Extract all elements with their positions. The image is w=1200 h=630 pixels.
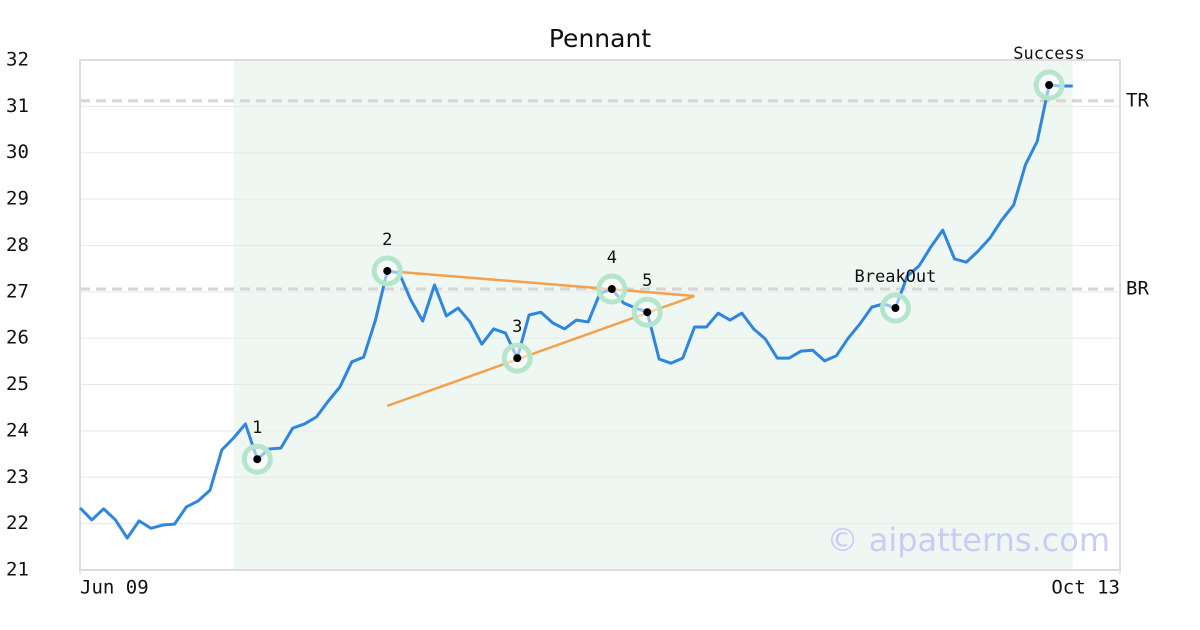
- plot-frame: [79, 59, 1121, 571]
- y-tick-label: 28: [6, 234, 29, 256]
- trendline: [387, 269, 695, 298]
- point-dot: [643, 308, 652, 317]
- point-label: BreakOut: [855, 267, 937, 287]
- chart-title: Pennant: [549, 24, 651, 53]
- level-label: BR: [1126, 278, 1149, 300]
- y-tick-label: 27: [6, 280, 29, 302]
- level-label: TR: [1126, 89, 1149, 111]
- point-dot: [891, 304, 900, 313]
- y-tick-label: 21: [6, 559, 29, 581]
- y-tick-label: 29: [6, 188, 29, 210]
- y-tick-label: 31: [6, 95, 29, 117]
- y-tick-label: 24: [6, 419, 29, 441]
- watermark: © aipatterns.com: [827, 521, 1110, 559]
- point-dot: [253, 455, 262, 464]
- point-label: 2: [382, 230, 392, 250]
- point-label: Success: [1013, 44, 1085, 64]
- point-label: 3: [512, 317, 522, 337]
- point-dot: [607, 285, 616, 294]
- y-tick-label: 23: [6, 466, 29, 488]
- point-label: 4: [607, 248, 617, 268]
- point-label: 1: [252, 418, 262, 438]
- point-dot: [1045, 81, 1054, 90]
- y-tick-label: 25: [6, 373, 29, 395]
- x-tick-label: Oct 13: [1051, 577, 1120, 599]
- y-tick-label: 30: [6, 141, 29, 163]
- point-dot: [383, 266, 392, 275]
- y-tick-label: 22: [6, 512, 29, 534]
- x-tick-label: Jun 09: [80, 577, 149, 599]
- point-dot: [513, 354, 522, 363]
- point-label: 5: [642, 271, 652, 291]
- price-line: [78, 83, 1073, 540]
- y-tick-label: 32: [6, 49, 29, 71]
- y-tick-label: 26: [6, 327, 29, 349]
